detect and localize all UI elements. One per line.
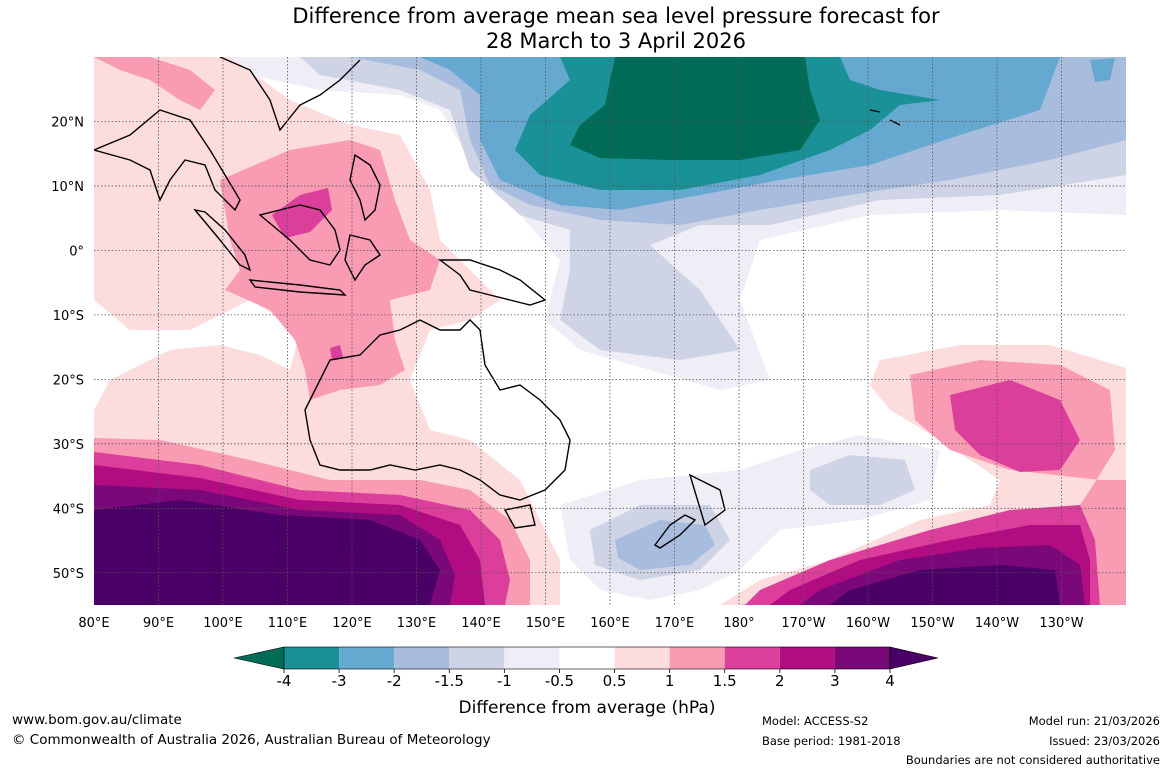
lat-label: 40°S: [53, 502, 84, 517]
colorbar-tick-label: -2: [387, 672, 402, 690]
new-guinea-coast: [437, 259, 547, 306]
colorbar-tick-label: -4: [277, 672, 292, 690]
colorbar-tick-label: 2: [775, 672, 785, 690]
colorbar-segment: [669, 647, 725, 669]
colorbar-segment: [449, 647, 505, 669]
java-coast: [248, 279, 347, 296]
zone-pos-1: [220, 140, 440, 400]
colorbar-tick-label: -1: [497, 672, 512, 690]
lon-label: 140°E: [461, 616, 501, 631]
colorbar-tick-label: 0.5: [603, 672, 627, 690]
colorbar-segment: [614, 647, 670, 669]
colorbar-segment: [339, 647, 395, 669]
zone-pos-4-se: [830, 565, 1060, 605]
lon-label: 130°E: [397, 616, 437, 631]
colorbar-segment: [834, 647, 890, 669]
colorbar-segment: [284, 647, 340, 669]
title-line-2: 28 March to 3 April 2026: [486, 29, 746, 53]
lon-label: 80°E: [78, 616, 109, 631]
colorbar-tick-label: 3: [830, 672, 840, 690]
colorbar-segment: [559, 647, 615, 669]
colorbar-arrow-high: [889, 646, 939, 670]
colorbar-tick-label: -3: [332, 672, 347, 690]
colorbar-tick-label: 1: [665, 672, 675, 690]
coastlines: [94, 57, 901, 549]
zone-pos-1-north: [94, 57, 215, 110]
lon-label: 130°W: [1039, 616, 1083, 631]
se-asia-coast: [94, 109, 241, 212]
title-line-1: Difference from average mean sea level p…: [292, 4, 940, 28]
footer-issued: Issued: 23/03/2026: [1049, 734, 1160, 748]
zone-pos-1.5-east: [950, 380, 1080, 472]
gridlines: [94, 57, 1126, 605]
lon-label: 160°E: [590, 616, 630, 631]
lon-label: 110°E: [268, 616, 308, 631]
lon-label: 150°E: [526, 616, 566, 631]
lon-label: 90°E: [143, 616, 174, 631]
sulawesi-coast: [344, 234, 381, 282]
footer-copyright: © Commonwealth of Australia 2026, Austra…: [12, 732, 491, 748]
colorbar: [233, 646, 939, 673]
footer-model-run: Model run: 21/03/2026: [1028, 714, 1160, 728]
zone-neg-4: [570, 57, 820, 160]
lon-label: 160°W: [846, 616, 890, 631]
lon-label: 120°E: [332, 616, 372, 631]
anomaly-field: [94, 57, 1126, 605]
colorbar-segment: [724, 647, 780, 669]
colorbar-segment: [779, 647, 835, 669]
zone-pos-1.5: [272, 188, 332, 238]
lat-label: 50°S: [53, 567, 84, 582]
lat-label: 0°: [69, 244, 84, 259]
lon-label: 180°: [723, 616, 754, 631]
lon-label: 150°W: [910, 616, 954, 631]
zone-neg-1-east: [810, 455, 915, 505]
australia-coast: [304, 319, 571, 501]
tasmania-coast: [503, 504, 536, 529]
colorbar-tick-label: 1.5: [713, 672, 737, 690]
borneo-coast: [258, 204, 341, 266]
footer-model: Model: ACCESS-S2: [762, 714, 869, 728]
longitude-labels: 80°E 90°E 100°E 110°E 120°E 130°E 140°E 150°E 16…: [78, 616, 1083, 631]
hawaii-coast: [869, 109, 901, 126]
colorbar-segment: [394, 647, 450, 669]
footer-url[interactable]: www.bom.gov.au/climate: [12, 712, 182, 728]
colorbar-title: Difference from average (hPa): [459, 698, 716, 718]
colorbar-border: [283, 646, 891, 670]
sumatra-coast: [193, 208, 252, 272]
colorbar-tick-label: 4: [885, 672, 895, 690]
colorbar-tick-label: -0.5: [545, 672, 574, 690]
lat-label: 20°N: [51, 115, 84, 130]
footer-disclaimer: Boundaries are not considered authoritat…: [905, 753, 1160, 767]
lon-label: 100°E: [203, 616, 243, 631]
latitude-labels: 20°N 10°N 0° 10°S 20°S 30°S 40°S 50°S: [51, 115, 84, 581]
lat-label: 30°S: [53, 438, 84, 453]
lon-label: 170°W: [781, 616, 825, 631]
lon-label: 170°E: [655, 616, 695, 631]
colorbar-tick-label: -1.5: [435, 672, 464, 690]
lat-label: 10°S: [53, 309, 84, 324]
lat-label: 10°N: [51, 180, 84, 195]
chart-title: Difference from average mean sea level p…: [0, 4, 1173, 54]
colorbar-tick-labels: -4 -3 -2 -1.5 -1 -0.5 0.5 1 1.5 2 3 4: [277, 672, 895, 690]
lon-label: 140°W: [975, 616, 1019, 631]
zone-pos-1.5-small: [330, 345, 343, 360]
lat-label: 20°S: [53, 373, 84, 388]
zone-neg-2b: [1090, 58, 1115, 82]
colorbar-arrow-low: [233, 646, 285, 670]
zone-pos-4-south: [94, 500, 440, 605]
footer-base-period: Base period: 1981-2018: [762, 734, 901, 748]
colorbar-segment: [504, 647, 560, 669]
china-coast: [219, 57, 361, 132]
